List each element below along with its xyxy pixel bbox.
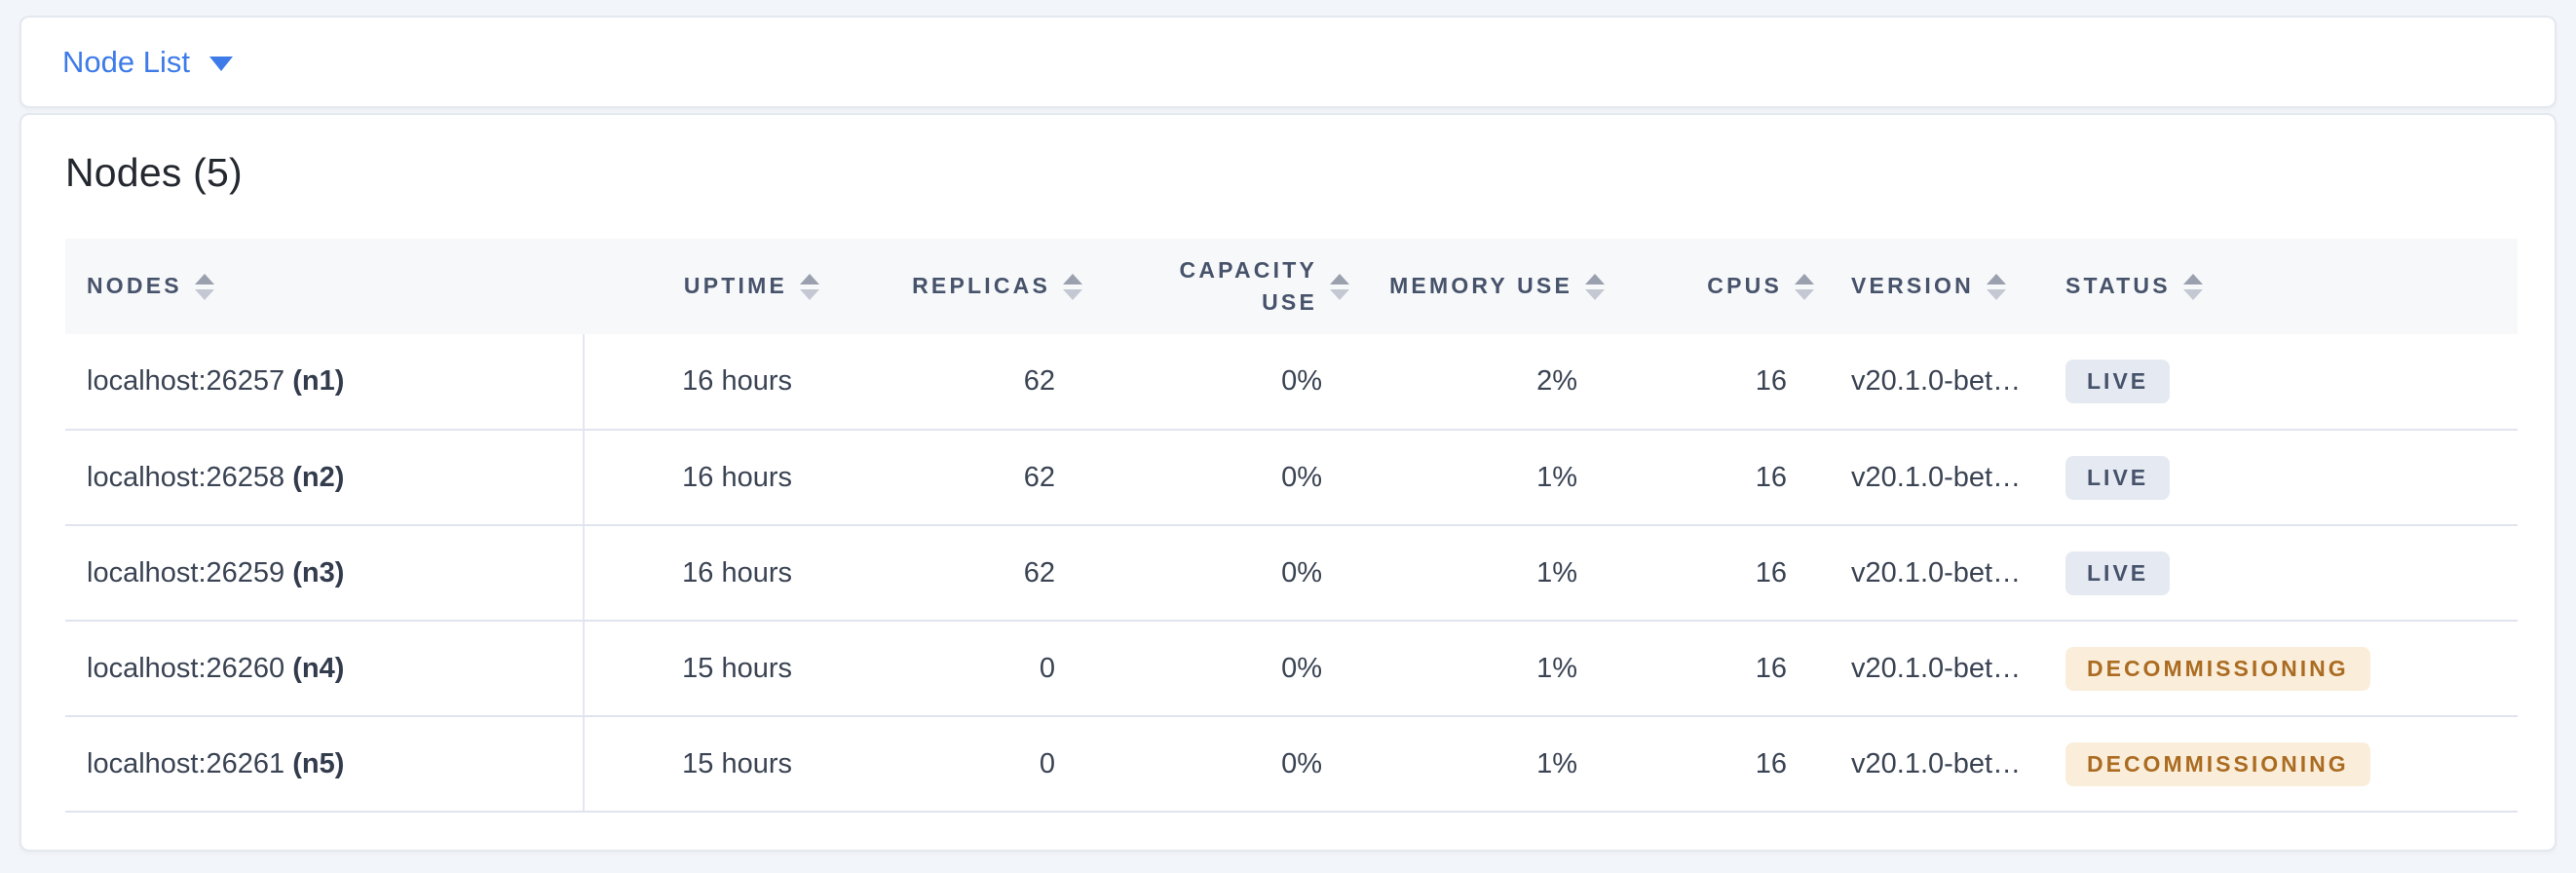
status-badge: LIVE	[2065, 455, 2171, 500]
cell-capacity-use: 0%	[1090, 334, 1357, 431]
cell-memory-use: 1%	[1357, 430, 1612, 526]
status-badge: DECOMMISSIONING	[2065, 646, 2370, 691]
cell-status: LIVE	[2048, 334, 2518, 431]
table-row: localhost:26261 (n5) 15 hours 0 0% 1% 16 v20.1…	[65, 716, 2518, 813]
cell-node-address: localhost:26257 (n1)	[65, 334, 585, 431]
cell-version: v20.1.0-bet…	[1822, 525, 2048, 622]
sort-icon[interactable]	[800, 273, 819, 300]
sort-icon[interactable]	[1585, 273, 1605, 300]
nodes-card: Nodes (5) NODES UPTIME	[19, 113, 2557, 852]
cell-memory-use: 1%	[1357, 716, 1612, 813]
column-header-status[interactable]: STATUS	[2048, 239, 2518, 334]
column-header-capacity-use[interactable]: CAPACITY USE	[1090, 239, 1357, 334]
column-header-replicas[interactable]: REPLICAS	[827, 239, 1090, 334]
node-id: (n3)	[292, 556, 345, 588]
cell-capacity-use: 0%	[1090, 430, 1357, 526]
sort-icon[interactable]	[1330, 273, 1349, 300]
cell-version: v20.1.0-bet…	[1822, 430, 2048, 526]
column-header-version[interactable]: VERSION	[1822, 239, 2048, 334]
status-badge: LIVE	[2065, 550, 2171, 595]
status-badge: LIVE	[2065, 360, 2171, 403]
sort-icon[interactable]	[1795, 273, 1814, 300]
cell-node-address: localhost:26260 (n4)	[65, 621, 585, 717]
cell-node-address: localhost:26259 (n3)	[65, 525, 585, 622]
cell-status: DECOMMISSIONING	[2048, 716, 2518, 813]
cell-version: v20.1.0-bet…	[1822, 716, 2048, 813]
cell-version: v20.1.0-bet…	[1822, 334, 2048, 431]
cell-uptime: 16 hours	[584, 525, 827, 622]
cell-uptime: 16 hours	[584, 334, 827, 431]
status-badge: DECOMMISSIONING	[2065, 741, 2370, 786]
view-selector-bar: Node List	[19, 16, 2557, 108]
cell-replicas: 62	[827, 525, 1090, 622]
table-row: localhost:26257 (n1) 16 hours 62 0% 2% 16 v20.…	[65, 334, 2518, 431]
cell-capacity-use: 0%	[1090, 621, 1357, 717]
table-row: localhost:26259 (n3) 16 hours 62 0% 1% 16 v20.…	[65, 525, 2518, 622]
cell-node-address: localhost:26261 (n5)	[65, 716, 585, 813]
sort-icon[interactable]	[194, 273, 214, 300]
column-header-uptime[interactable]: UPTIME	[584, 239, 827, 334]
cell-replicas: 62	[827, 334, 1090, 431]
node-address: localhost:26260	[87, 652, 285, 684]
node-list-dropdown[interactable]: Node List	[62, 45, 233, 80]
node-address: localhost:26258	[87, 461, 285, 493]
cell-replicas: 0	[827, 716, 1090, 813]
sort-icon[interactable]	[1986, 273, 2006, 300]
cell-replicas: 0	[827, 621, 1090, 717]
cell-version: v20.1.0-bet…	[1822, 621, 2048, 717]
node-address: localhost:26261	[87, 747, 285, 779]
cell-capacity-use: 0%	[1090, 525, 1357, 622]
cell-cpus: 16	[1612, 525, 1822, 622]
cell-replicas: 62	[827, 430, 1090, 526]
table-header-row: NODES UPTIME REPLICAS	[65, 239, 2518, 334]
cell-cpus: 16	[1612, 716, 1822, 813]
node-id: (n5)	[292, 747, 345, 779]
cell-uptime: 15 hours	[584, 716, 827, 813]
page-title: Nodes (5)	[65, 150, 243, 195]
node-id: (n1)	[292, 365, 345, 397]
cell-memory-use: 1%	[1357, 525, 1612, 622]
table-body: localhost:26257 (n1) 16 hours 62 0% 2% 16 v20.…	[65, 334, 2518, 813]
cell-memory-use: 2%	[1357, 334, 1612, 431]
node-list-dropdown-label: Node List	[62, 44, 190, 79]
cell-cpus: 16	[1612, 334, 1822, 431]
node-id: (n4)	[292, 652, 345, 684]
cell-status: LIVE	[2048, 430, 2518, 526]
cell-status: LIVE	[2048, 525, 2518, 622]
cell-memory-use: 1%	[1357, 621, 1612, 717]
chevron-down-icon	[208, 57, 233, 71]
table-row: localhost:26258 (n2) 16 hours 62 0% 1% 16 v20.…	[65, 430, 2518, 526]
sort-icon[interactable]	[1063, 273, 1082, 300]
page: Node List Nodes (5) NODES	[19, 16, 2557, 852]
cell-cpus: 16	[1612, 621, 1822, 717]
sort-icon[interactable]	[2182, 273, 2203, 300]
cell-uptime: 16 hours	[584, 430, 827, 526]
cell-status: DECOMMISSIONING	[2048, 621, 2518, 717]
column-header-memory-use[interactable]: MEMORY USE	[1357, 239, 1612, 334]
node-id: (n2)	[292, 461, 345, 493]
node-address: localhost:26257	[87, 365, 285, 397]
node-address: localhost:26259	[87, 556, 285, 588]
nodes-table: NODES UPTIME REPLICAS	[65, 239, 2518, 813]
column-header-cpus[interactable]: CPUS	[1612, 239, 1822, 334]
table-row: localhost:26260 (n4) 15 hours 0 0% 1% 16 v20.1…	[65, 621, 2518, 717]
cell-node-address: localhost:26258 (n2)	[65, 430, 585, 526]
cell-capacity-use: 0%	[1090, 716, 1357, 813]
cell-cpus: 16	[1612, 430, 1822, 526]
cell-uptime: 15 hours	[584, 621, 827, 717]
column-header-nodes[interactable]: NODES	[65, 239, 584, 334]
